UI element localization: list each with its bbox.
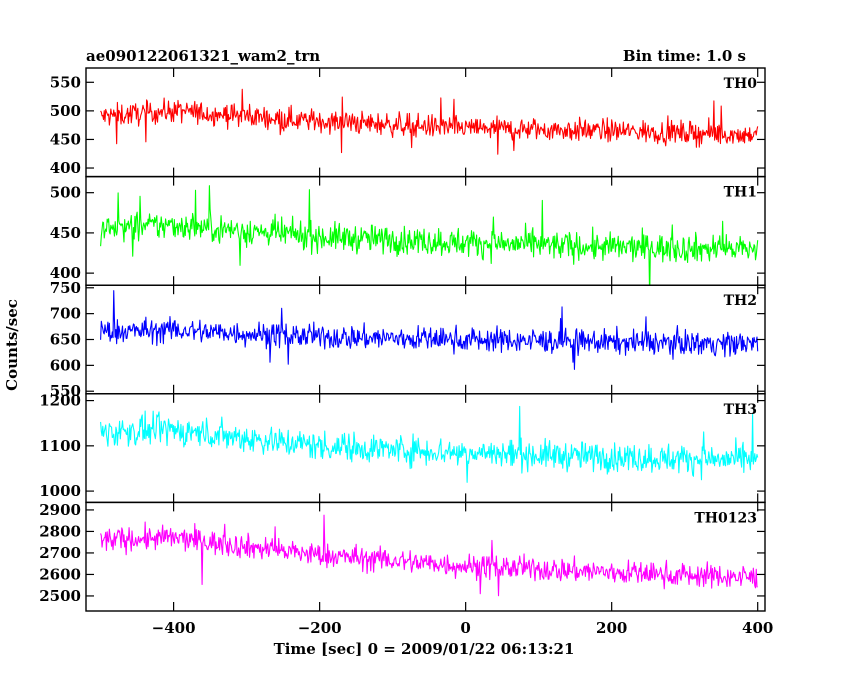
panel-frame bbox=[85, 393, 766, 504]
x-tick-label: −200 bbox=[298, 619, 342, 637]
y-tick-label: 650 bbox=[50, 331, 81, 349]
y-tick-label: 500 bbox=[50, 184, 81, 202]
y-tick-label: 1200 bbox=[39, 392, 81, 410]
y-tick-label: 450 bbox=[50, 224, 81, 242]
y-axis-label: Counts/sec bbox=[3, 299, 21, 391]
y-tick-label: 550 bbox=[50, 382, 81, 400]
y-tick-label: 700 bbox=[50, 305, 81, 323]
panel-th0123: 2500 2600 2700 2800 2900 TH0123 bbox=[39, 501, 766, 612]
x-tick-label: −400 bbox=[152, 619, 196, 637]
y-tick-label: 400 bbox=[50, 264, 81, 282]
panels: 400 450 500 550 TH0 400 450 500 TH1 550 600 650 700 7… bbox=[39, 67, 766, 612]
y-tick-label: 550 bbox=[50, 73, 81, 91]
x-axis: −400 −200 0 200 400 bbox=[152, 619, 774, 637]
panel-th1: 400 450 500 TH1 bbox=[50, 175, 766, 286]
bin-time-label: Bin time: 1.0 s bbox=[623, 47, 746, 65]
y-tick-label: 2700 bbox=[39, 544, 81, 562]
y-tick-label: 2900 bbox=[39, 501, 81, 519]
y-tick-label: 400 bbox=[50, 159, 81, 177]
y-tick-label: 2800 bbox=[39, 522, 81, 540]
series-line-th2 bbox=[100, 290, 759, 370]
x-tick-label: 0 bbox=[460, 619, 470, 637]
series-line-th0 bbox=[100, 88, 759, 155]
panel-label: TH2 bbox=[724, 293, 757, 309]
x-axis-label: Time [sec] 0 = 2009/01/22 06:13:21 bbox=[274, 640, 575, 658]
y-tick-label: 1000 bbox=[39, 482, 81, 500]
panel-th3: 1000 1100 1200 TH3 bbox=[39, 392, 766, 504]
y-tick-label: 1100 bbox=[39, 437, 81, 455]
y-tick-label: 2500 bbox=[39, 587, 81, 605]
panel-label: TH1 bbox=[724, 185, 757, 201]
y-tick-label: 500 bbox=[50, 102, 81, 120]
series-line-th0123 bbox=[100, 514, 758, 597]
panel-frame bbox=[85, 501, 766, 612]
panel-label: TH0123 bbox=[694, 510, 757, 526]
panel-label: TH3 bbox=[724, 402, 757, 418]
y-tick-label: 450 bbox=[50, 130, 81, 148]
chart-title: ae090122061321_wam2_trn bbox=[86, 47, 320, 65]
y-tick-label: 750 bbox=[50, 279, 81, 297]
y-tick-label: 2600 bbox=[39, 565, 81, 583]
panel-th2: 550 600 650 700 750 TH2 bbox=[50, 279, 766, 400]
series-line-th3 bbox=[100, 405, 759, 483]
series-line-th1 bbox=[100, 185, 759, 286]
panel-label: TH0 bbox=[724, 76, 758, 92]
y-tick-label: 600 bbox=[50, 356, 81, 374]
x-tick-label: 400 bbox=[742, 619, 773, 637]
panel-th0: 400 450 500 550 TH0 bbox=[50, 67, 766, 178]
x-tick-label: 200 bbox=[596, 619, 627, 637]
